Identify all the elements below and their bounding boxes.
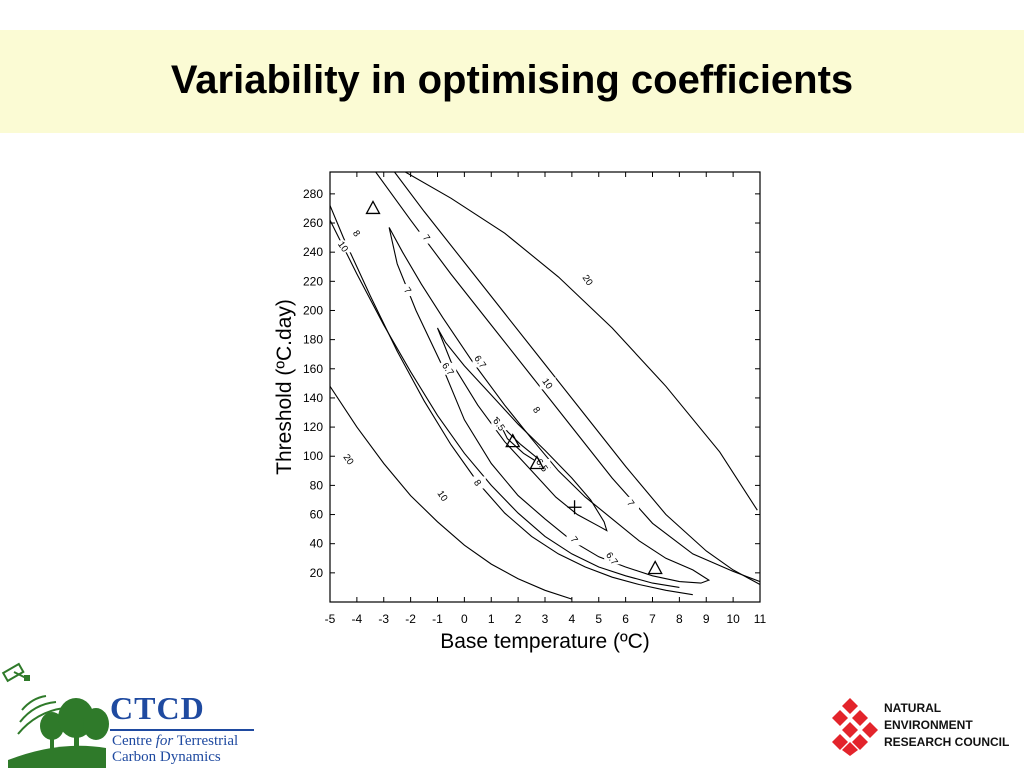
contour-label-bg: [491, 418, 508, 431]
x-tick-label: 10: [726, 612, 740, 626]
contour-label: 7: [568, 535, 580, 546]
x-tick-label: 3: [542, 612, 549, 626]
y-axis-label: Threshold (ºC.day): [273, 299, 296, 475]
title-band: [0, 30, 1024, 133]
y-tick-label: 40: [310, 537, 324, 551]
x-tick-label: 5: [595, 612, 602, 626]
contour-lines: [330, 172, 760, 600]
contour-label-bg: [434, 489, 451, 502]
contour-label-bg: [623, 496, 639, 509]
contour-label: 10: [539, 376, 554, 391]
contour-label-bg: [472, 355, 489, 368]
y-tick-label: 180: [303, 333, 323, 347]
x-tick-label: 1: [488, 612, 495, 626]
contour-label: 20: [580, 273, 595, 288]
contour-label-bg: [335, 240, 352, 253]
y-tick-label: 140: [303, 391, 323, 405]
x-tick-label: 0: [461, 612, 468, 626]
y-tick-label: 260: [303, 216, 323, 230]
contour-label: 8: [471, 478, 483, 489]
ctcd-logo-line2: Carbon Dynamics: [112, 749, 221, 765]
ctcd-logo-line1: Centre for Terrestrial: [112, 733, 238, 750]
y-tick-label: 60: [310, 508, 324, 522]
contour-line-10-lower: [330, 205, 693, 596]
contour-label-bg: [580, 273, 596, 286]
contour-label: 7: [420, 233, 432, 244]
x-tick-label: -5: [325, 612, 336, 626]
slide-title: Variability in optimising coefficients: [170, 58, 854, 102]
ctcd-logo: [1, 662, 109, 768]
contour-label-bg: [604, 552, 621, 565]
triangle-marker: [647, 560, 663, 575]
y-tick-label: 100: [303, 449, 323, 463]
contour-label-bg: [348, 227, 365, 240]
y-tick-label: 240: [303, 245, 323, 259]
signal-waves-icon: [17, 695, 65, 735]
contour-label-bg: [566, 533, 583, 546]
ctcd-line1-part-b: for: [155, 733, 174, 749]
ctcd-line1-part-c: Terrestrial: [173, 733, 239, 749]
contour-label-bg: [539, 377, 556, 390]
contour-line-8-lower: [330, 219, 680, 588]
contour-label: 20: [340, 452, 355, 467]
x-tick-label: 6: [622, 612, 629, 626]
ctcd-logo-rule: [110, 729, 254, 731]
x-axis-label: Base temperature (ºC): [440, 630, 650, 653]
y-tick-label: 220: [303, 274, 323, 288]
y-tick-label: 200: [303, 303, 323, 317]
contour-label: 10: [335, 239, 350, 254]
nerc-logo-text: NATURAL ENVIRONMENT RESEARCH COUNCIL: [884, 700, 1009, 751]
nerc-logo-icon: [832, 698, 878, 756]
y-tick-label: 280: [303, 187, 323, 201]
contour-label: 8: [350, 228, 362, 239]
satellite-icon: [1, 662, 30, 683]
y-tick-label: 20: [310, 566, 324, 580]
contour-label-bg: [340, 453, 357, 466]
x-tick-label: 8: [676, 612, 683, 626]
contour-line-20-upper: [405, 172, 758, 511]
y-axis-ticks: 20 40 60 80 100 120 140 160 180 200 220 240 260 280: [303, 187, 760, 580]
x-tick-label: 2: [515, 612, 522, 626]
x-tick-label: 11: [754, 612, 767, 626]
y-tick-label: 160: [303, 362, 323, 376]
contour-line-10-upper: [394, 172, 760, 585]
contour-label: 10: [435, 489, 450, 504]
contour-label: 8: [530, 405, 542, 416]
triangle-marker: [365, 200, 381, 215]
contour-label: 7: [401, 285, 413, 296]
contour-line-8-upper: [375, 172, 760, 583]
nerc-line2: ENVIRONMENT: [884, 718, 973, 732]
x-tick-label: 4: [569, 612, 576, 626]
contour-label-bg: [440, 362, 457, 375]
triangle-marker: [529, 455, 545, 470]
x-tick-label: -3: [378, 612, 389, 626]
contour-label-bg: [399, 284, 416, 297]
nerc-line3: RESEARCH COUNCIL: [884, 735, 1010, 749]
markers: [365, 200, 663, 575]
x-tick-label: -2: [405, 612, 416, 626]
cross-marker: [567, 500, 582, 515]
triangle-marker: [505, 433, 521, 448]
contour-line-7-outer: [388, 227, 711, 584]
contour-line-20-lower: [330, 385, 573, 600]
x-tick-label: -4: [352, 612, 363, 626]
x-tick-label: 7: [649, 612, 656, 626]
x-tick-label: 9: [703, 612, 710, 626]
trees-icon: [8, 698, 109, 768]
contour-line-6-7-inner: [436, 327, 608, 532]
contour-label-bg: [418, 231, 435, 244]
y-tick-label: 120: [303, 420, 323, 434]
contour-label: 7: [624, 498, 636, 509]
ctcd-line1-part-a: Centre: [112, 733, 156, 749]
contour-label-bg: [469, 476, 486, 489]
x-axis-ticks: -5 -4 -3 -2 -1 0 1 2 3 4 5 6 7 8 9 10 11: [325, 172, 767, 626]
y-tick-label: 80: [310, 478, 324, 492]
ctcd-logo-name: CTCD: [110, 690, 205, 726]
contour-label-bg: [528, 403, 545, 416]
nerc-line1: NATURAL: [884, 701, 942, 715]
x-tick-label: -1: [432, 612, 443, 626]
